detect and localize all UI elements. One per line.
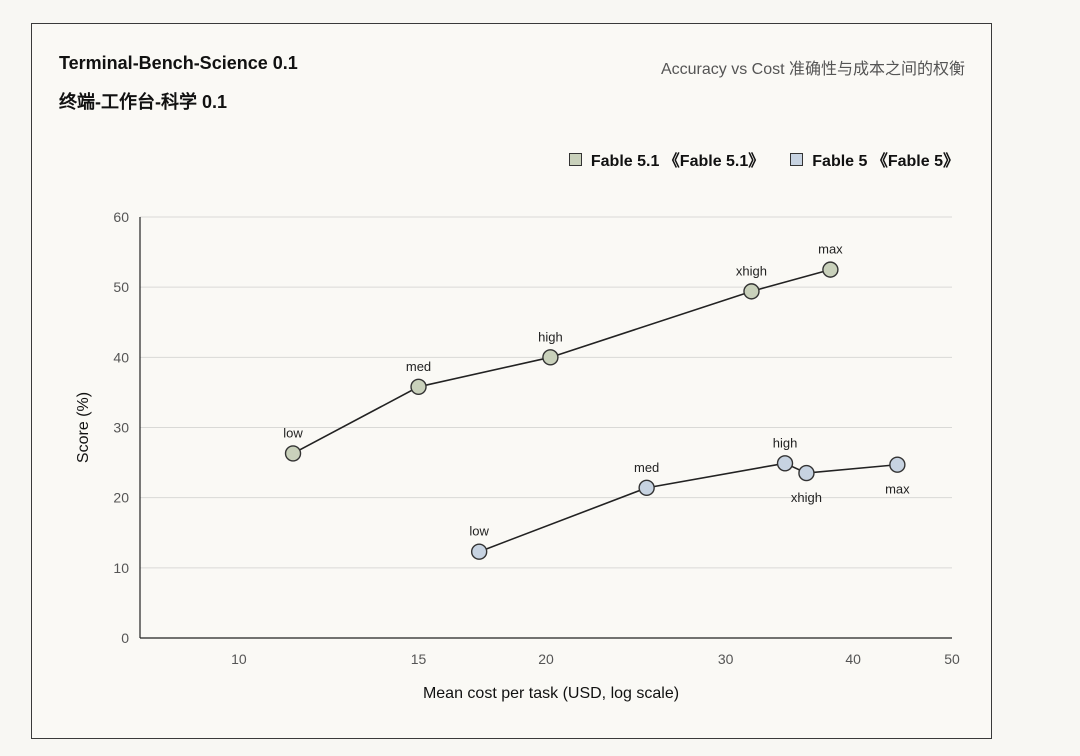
data-label-series-0-max: max — [818, 242, 843, 257]
chart-subtitle: Accuracy vs Cost 准确性与成本之间的权衡 — [660, 61, 965, 78]
chart-card: Terminal-Bench-Science 0.1 终端-工作台-科学 0.1… — [31, 23, 992, 739]
y-tick-label: 50 — [113, 279, 129, 295]
x-tick-label: 20 — [538, 651, 554, 667]
data-label-series-0-high: high — [538, 329, 563, 344]
chart-title-chinese: 终端-工作台-科学 0.1 — [59, 92, 228, 112]
data-point-series-0-max — [822, 261, 839, 278]
data-point-series-1-xhigh — [798, 464, 815, 482]
y-tick-label: 20 — [113, 490, 129, 506]
data-point-series-0-high — [542, 349, 559, 366]
data-label-series-1-xhigh: xhigh — [791, 490, 822, 505]
y-tick-label: 40 — [113, 349, 129, 365]
chart-title: Terminal-Bench-Science 0.1 — [59, 53, 298, 73]
x-tick-label: 50 — [944, 651, 960, 667]
legend-item-series-1: Fable 5 《Fable 5》 — [790, 147, 959, 171]
data-label-series-1-low: low — [469, 524, 489, 539]
x-axis-label: Mean cost per task (USD, log scale) — [423, 685, 679, 702]
y-tick-label: 30 — [113, 420, 129, 436]
y-tick-label: 60 — [113, 209, 129, 225]
data-point-series-0-xhigh — [743, 283, 760, 300]
y-tick-label: 10 — [113, 560, 129, 576]
x-tick-label: 30 — [718, 651, 734, 667]
data-point-series-1-max — [889, 456, 906, 473]
series-line-1 — [478, 462, 898, 553]
y-tick-label: 0 — [121, 630, 129, 646]
data-point-series-0-med — [410, 378, 427, 396]
legend: Fable 5.1 《Fable 5.1》 Fable 5 《Fable 5》 — [568, 147, 959, 171]
data-label-series-0-med: med — [406, 359, 431, 374]
legend-item-series-0: Fable 5.1 《Fable 5.1》 — [568, 147, 765, 171]
data-label-series-0-low: low — [283, 425, 303, 440]
x-tick-label: 15 — [411, 651, 427, 667]
data-point-series-0-low — [284, 445, 302, 462]
data-label-series-0-xhigh: xhigh — [736, 263, 767, 278]
x-tick-label: 40 — [845, 651, 861, 667]
data-label-series-1-max: max — [885, 482, 910, 497]
legend-swatch-series-0 — [568, 152, 582, 166]
data-point-series-1-low — [470, 543, 488, 560]
data-point-series-1-med — [638, 479, 655, 497]
legend-label-series-1: Fable 5 《Fable 5》 — [812, 153, 959, 170]
data-point-series-1-high — [776, 455, 794, 472]
legend-swatch-series-1 — [790, 152, 804, 166]
data-label-series-1-high: high — [773, 435, 798, 450]
y-axis-label: Score (%) — [75, 392, 92, 463]
data-label-series-1-med: med — [634, 460, 659, 475]
legend-label-series-0: Fable 5.1 《Fable 5.1》 — [590, 153, 765, 170]
x-tick-label: 10 — [231, 651, 247, 667]
